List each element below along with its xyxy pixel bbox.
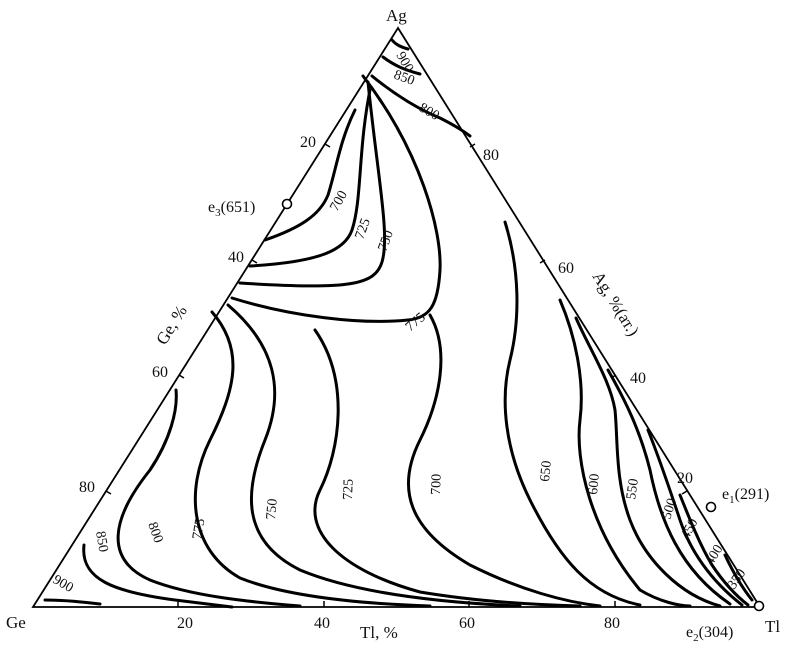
isotherm-750-mid	[226, 303, 522, 608]
isotherm-900-left	[43, 598, 102, 606]
isotherm-800-left	[116, 388, 302, 608]
isotherm-700-mid	[406, 313, 602, 608]
bottom-tick-80: 80	[604, 615, 620, 632]
iso-label-500: 500	[660, 497, 681, 522]
iso-label-850-left: 850	[92, 530, 110, 553]
right-tick-40: 40	[630, 370, 646, 387]
iso-label-800-top: 800	[416, 100, 442, 123]
isotherm-700	[263, 108, 357, 242]
vertex-ag-label: Ag	[386, 6, 407, 25]
iso-label-775-mid: 775	[190, 517, 208, 540]
isotherm-725	[248, 88, 372, 268]
bottom-tick-60: 60	[459, 615, 475, 632]
edge-ticks	[105, 143, 688, 607]
isotherm-850-left	[82, 543, 234, 609]
vertex-ge-label: Ge	[6, 613, 26, 632]
iso-label-750-top: 750	[376, 229, 397, 254]
e1-marker	[705, 501, 717, 513]
e3-label: e3(651)	[208, 199, 255, 219]
right-tick-60: 60	[558, 260, 574, 277]
iso-label-725-mid: 725	[341, 479, 357, 501]
isotherm-775-left	[193, 310, 432, 608]
iso-label-550: 550	[624, 478, 642, 501]
left-tick-60: 60	[152, 364, 168, 381]
right-tick-80: 80	[483, 147, 499, 164]
isotherm-500	[606, 368, 732, 606]
left-tick-40: 40	[228, 249, 244, 266]
iso-label-750-mid: 750	[264, 498, 281, 520]
isotherm-350	[723, 553, 754, 602]
iso-label-650: 650	[538, 460, 555, 482]
isotherm-curves	[43, 38, 754, 609]
isotherm-900-top	[390, 38, 410, 51]
left-tick-80: 80	[79, 479, 95, 496]
right-axis-label: Ag, %(ат.)	[589, 268, 643, 339]
isotherm-750-top	[238, 80, 387, 288]
vertex-tl-label: Tl	[765, 617, 780, 636]
iso-label-700-top: 700	[327, 188, 350, 214]
iso-label-900-left: 900	[50, 572, 76, 595]
isotherm-600	[558, 298, 692, 608]
e1-label: e1(291)	[722, 486, 769, 506]
iso-label-800-left: 800	[144, 520, 165, 545]
e2-label: e2(304)	[686, 624, 733, 644]
isotherm-400	[678, 493, 750, 607]
bottom-tick-20: 20	[177, 615, 193, 632]
ternary-triangle	[31, 26, 762, 608]
e2-marker	[753, 600, 765, 612]
isotherm-650	[503, 220, 642, 607]
isotherm-800-top	[370, 74, 472, 138]
bottom-tick-40: 40	[314, 615, 330, 632]
right-tick-20: 20	[677, 470, 693, 487]
isotherm-775-top	[230, 74, 442, 323]
iso-label-600: 600	[586, 473, 603, 495]
iso-label-700-mid: 700	[429, 474, 445, 496]
isotherm-850-top	[381, 55, 422, 76]
iso-label-850-top: 850	[392, 68, 417, 89]
isotherm-450	[646, 428, 744, 607]
iso-label-725-top: 725	[353, 217, 374, 242]
e3-marker	[281, 198, 293, 210]
isotherm-725-mid	[313, 328, 582, 608]
bottom-axis-label: Tl, %	[360, 623, 398, 642]
left-tick-20: 20	[300, 134, 316, 151]
isotherm-550	[574, 316, 722, 608]
left-axis-label: Ge, %	[152, 302, 191, 348]
